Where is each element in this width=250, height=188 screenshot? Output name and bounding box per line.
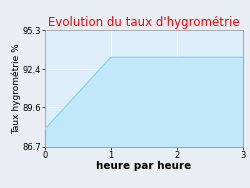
X-axis label: heure par heure: heure par heure — [96, 161, 192, 171]
Title: Evolution du taux d'hygrométrie: Evolution du taux d'hygrométrie — [48, 16, 240, 29]
Y-axis label: Taux hygrométrie %: Taux hygrométrie % — [11, 43, 21, 134]
